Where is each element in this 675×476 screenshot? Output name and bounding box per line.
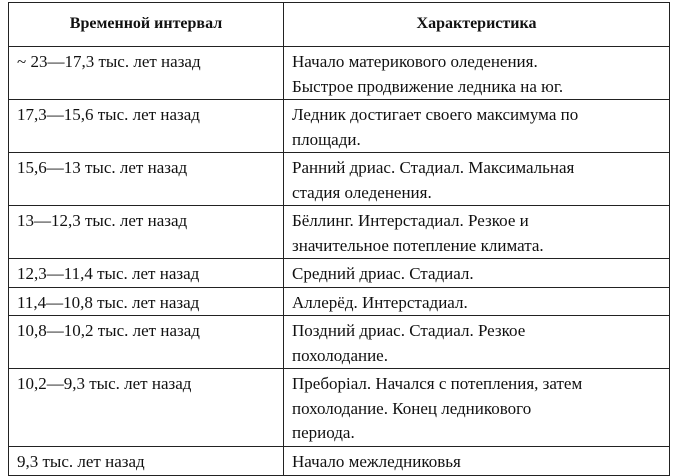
cell-text: похолодание. — [292, 345, 388, 365]
cell-text: 10,2—9,3 тыс. лет назад — [17, 374, 192, 393]
cell-text: ~ 23—17,3 тыс. лет назад — [17, 52, 201, 71]
interval-cell: 10,2—9,3 тыс. лет назад — [8, 368, 284, 447]
table-body: ~ 23—17,3 тыс. лет назад Начало материков… — [8, 46, 670, 476]
description-cell: Поздний дриас. Стадиал. Резкое похолодани… — [283, 315, 670, 369]
cell-text: Ранний дриас. Стадиал. Максимальная — [292, 158, 575, 177]
header-cell: Временной интервал — [8, 2, 284, 47]
table-row: 10,8—10,2 тыс. лет назад Поздний дриас. С… — [8, 315, 670, 369]
cell-text: Средний дриас. Стадиал. — [292, 264, 474, 283]
table-row: 11,4—10,8 тыс. лет назад Аллерёд. Интерст… — [8, 286, 670, 316]
cell-text: периода. — [292, 423, 355, 442]
interval-cell: 10,8—10,2 тыс. лет назад — [8, 315, 284, 369]
header-cell: Характеристика — [283, 2, 670, 47]
table-row: 17,3—15,6 тыс. лет назад Ледник достигает… — [8, 99, 670, 153]
description-cell: Аллерёд. Интерстадиал. — [283, 286, 670, 316]
cell-text: Бёллинг. Интерстадиал. Резкое и — [292, 211, 529, 230]
description-cell: Начало материкового оледенения. Быстрое п… — [283, 46, 670, 100]
cell-text: 10,8—10,2 тыс. лет назад — [17, 321, 200, 340]
table-row: 9,3 тыс. лет назад Начало межледниковья — [8, 445, 670, 476]
table-row: 12,3—11,4 тыс. лет назад Средний дриас. С… — [8, 258, 670, 288]
cell-text: похолодание. Конец ледникового — [292, 398, 532, 418]
cell-text: 13—12,3 тыс. лет назад — [17, 211, 188, 230]
interval-cell: 13—12,3 тыс. лет назад — [8, 205, 284, 259]
cell-text: значительное потепление климата. — [292, 235, 544, 255]
cell-text: 9,3 тыс. лет назад — [17, 451, 145, 471]
table-row: 13—12,3 тыс. лет назад Бёллинг. Интерстад… — [8, 205, 670, 259]
cell-text: Начало материкового оледенения. — [292, 52, 538, 71]
table-row: ~ 23—17,3 тыс. лет назад Начало материков… — [8, 46, 670, 100]
cell-text: Начало межледниковья — [292, 451, 461, 471]
description-cell: Средний дриас. Стадиал. — [283, 258, 670, 288]
cell-text: 11,4—10,8 тыс. лет назад — [17, 292, 200, 312]
cell-text: стадия оледенения. — [292, 182, 432, 202]
description-cell: Ледник достигает своего максимума по площ… — [283, 99, 670, 153]
table-row: 10,2—9,3 тыс. лет назад Преборіал. Началс… — [8, 368, 670, 447]
cell-text: 15,6—13 тыс. лет назад — [17, 158, 188, 177]
cell-text: Поздний дриас. Стадиал. Резкое — [292, 321, 526, 340]
interval-cell: 15,6—13 тыс. лет назад — [8, 152, 284, 206]
header-row: Временной интервал Характеристика — [8, 2, 670, 47]
description-cell: Ранний дриас. Стадиал. Максимальная стади… — [283, 152, 670, 206]
interval-cell: ~ 23—17,3 тыс. лет назад — [8, 46, 284, 100]
interval-cell: 12,3—11,4 тыс. лет назад — [8, 258, 284, 288]
cell-text: Преборіал. Начался с потепления, затем — [292, 374, 583, 393]
description-cell: Бёллинг. Интерстадиал. Резкое и значитель… — [283, 205, 670, 259]
cell-text: Аллерёд. Интерстадиал. — [292, 292, 468, 312]
table: Временной интервал Характеристика ~ 23—1… — [8, 2, 670, 476]
cell-text: Быстрое продвижение ледника на юг. — [292, 76, 564, 96]
table-row: 15,6—13 тыс. лет назад Ранний дриас. Стад… — [8, 152, 670, 206]
interval-cell: 9,3 тыс. лет назад — [8, 445, 284, 476]
cell-text: 12,3—11,4 тыс. лет назад — [17, 264, 200, 283]
interval-cell: 17,3—15,6 тыс. лет назад — [8, 99, 284, 153]
description-cell: Преборіал. Начался с потепления, затем по… — [283, 368, 670, 447]
cell-text: площади. — [292, 129, 361, 149]
cell-text: 17,3—15,6 тыс. лет назад — [17, 105, 200, 124]
cell-text: Ледник достигает своего максимума по — [292, 105, 579, 124]
description-cell: Начало межледниковья — [283, 445, 670, 476]
interval-cell: 11,4—10,8 тыс. лет назад — [8, 286, 284, 316]
